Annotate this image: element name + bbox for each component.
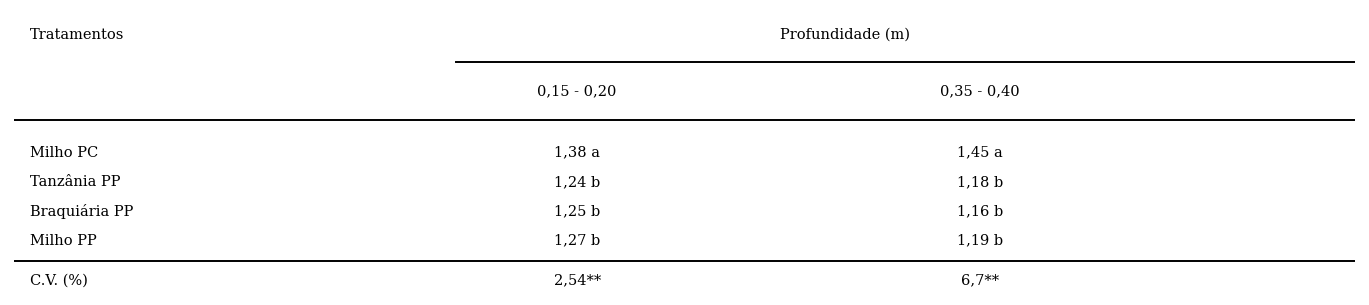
Text: Milho PC: Milho PC (30, 145, 99, 160)
Text: 2,54**: 2,54** (553, 274, 601, 288)
Text: 1,27 b: 1,27 b (554, 234, 600, 248)
Text: 1,16 b: 1,16 b (957, 204, 1002, 218)
Text: 1,24 b: 1,24 b (554, 175, 600, 189)
Text: 1,38 a: 1,38 a (554, 145, 600, 160)
Text: Tratamentos: Tratamentos (30, 28, 125, 42)
Text: C.V. (%): C.V. (%) (30, 274, 88, 288)
Text: 1,25 b: 1,25 b (554, 204, 600, 218)
Text: 1,19 b: 1,19 b (957, 234, 1002, 248)
Text: 6,7**: 6,7** (961, 274, 999, 288)
Text: Braquiária PP: Braquiária PP (30, 204, 133, 219)
Text: 1,45 a: 1,45 a (957, 145, 1002, 160)
Text: 0,15 - 0,20: 0,15 - 0,20 (538, 84, 617, 98)
Text: Milho PP: Milho PP (30, 234, 97, 248)
Text: 1,18 b: 1,18 b (957, 175, 1002, 189)
Text: Profundidade (m): Profundidade (m) (780, 28, 910, 42)
Text: 0,35 - 0,40: 0,35 - 0,40 (941, 84, 1020, 98)
Text: Tanzânia PP: Tanzânia PP (30, 175, 120, 189)
